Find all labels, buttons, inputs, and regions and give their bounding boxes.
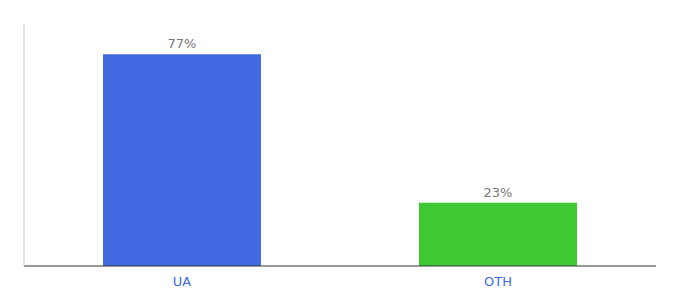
data-labels: 77% 23% bbox=[168, 36, 513, 200]
bar bbox=[103, 54, 261, 266]
y-axis-line bbox=[24, 24, 25, 266]
data-label: 23% bbox=[484, 185, 513, 200]
x-tick-label: OTH bbox=[484, 274, 512, 289]
x-axis: UA OTH bbox=[24, 266, 656, 289]
chart: 77% 23% UA OTH bbox=[0, 0, 680, 300]
bar bbox=[419, 203, 577, 266]
chart-container: 77% 23% UA OTH bbox=[0, 0, 680, 300]
x-tick-label: UA bbox=[173, 274, 192, 289]
data-label: 77% bbox=[168, 36, 197, 51]
x-axis-line bbox=[24, 265, 656, 266]
bars bbox=[103, 54, 577, 266]
